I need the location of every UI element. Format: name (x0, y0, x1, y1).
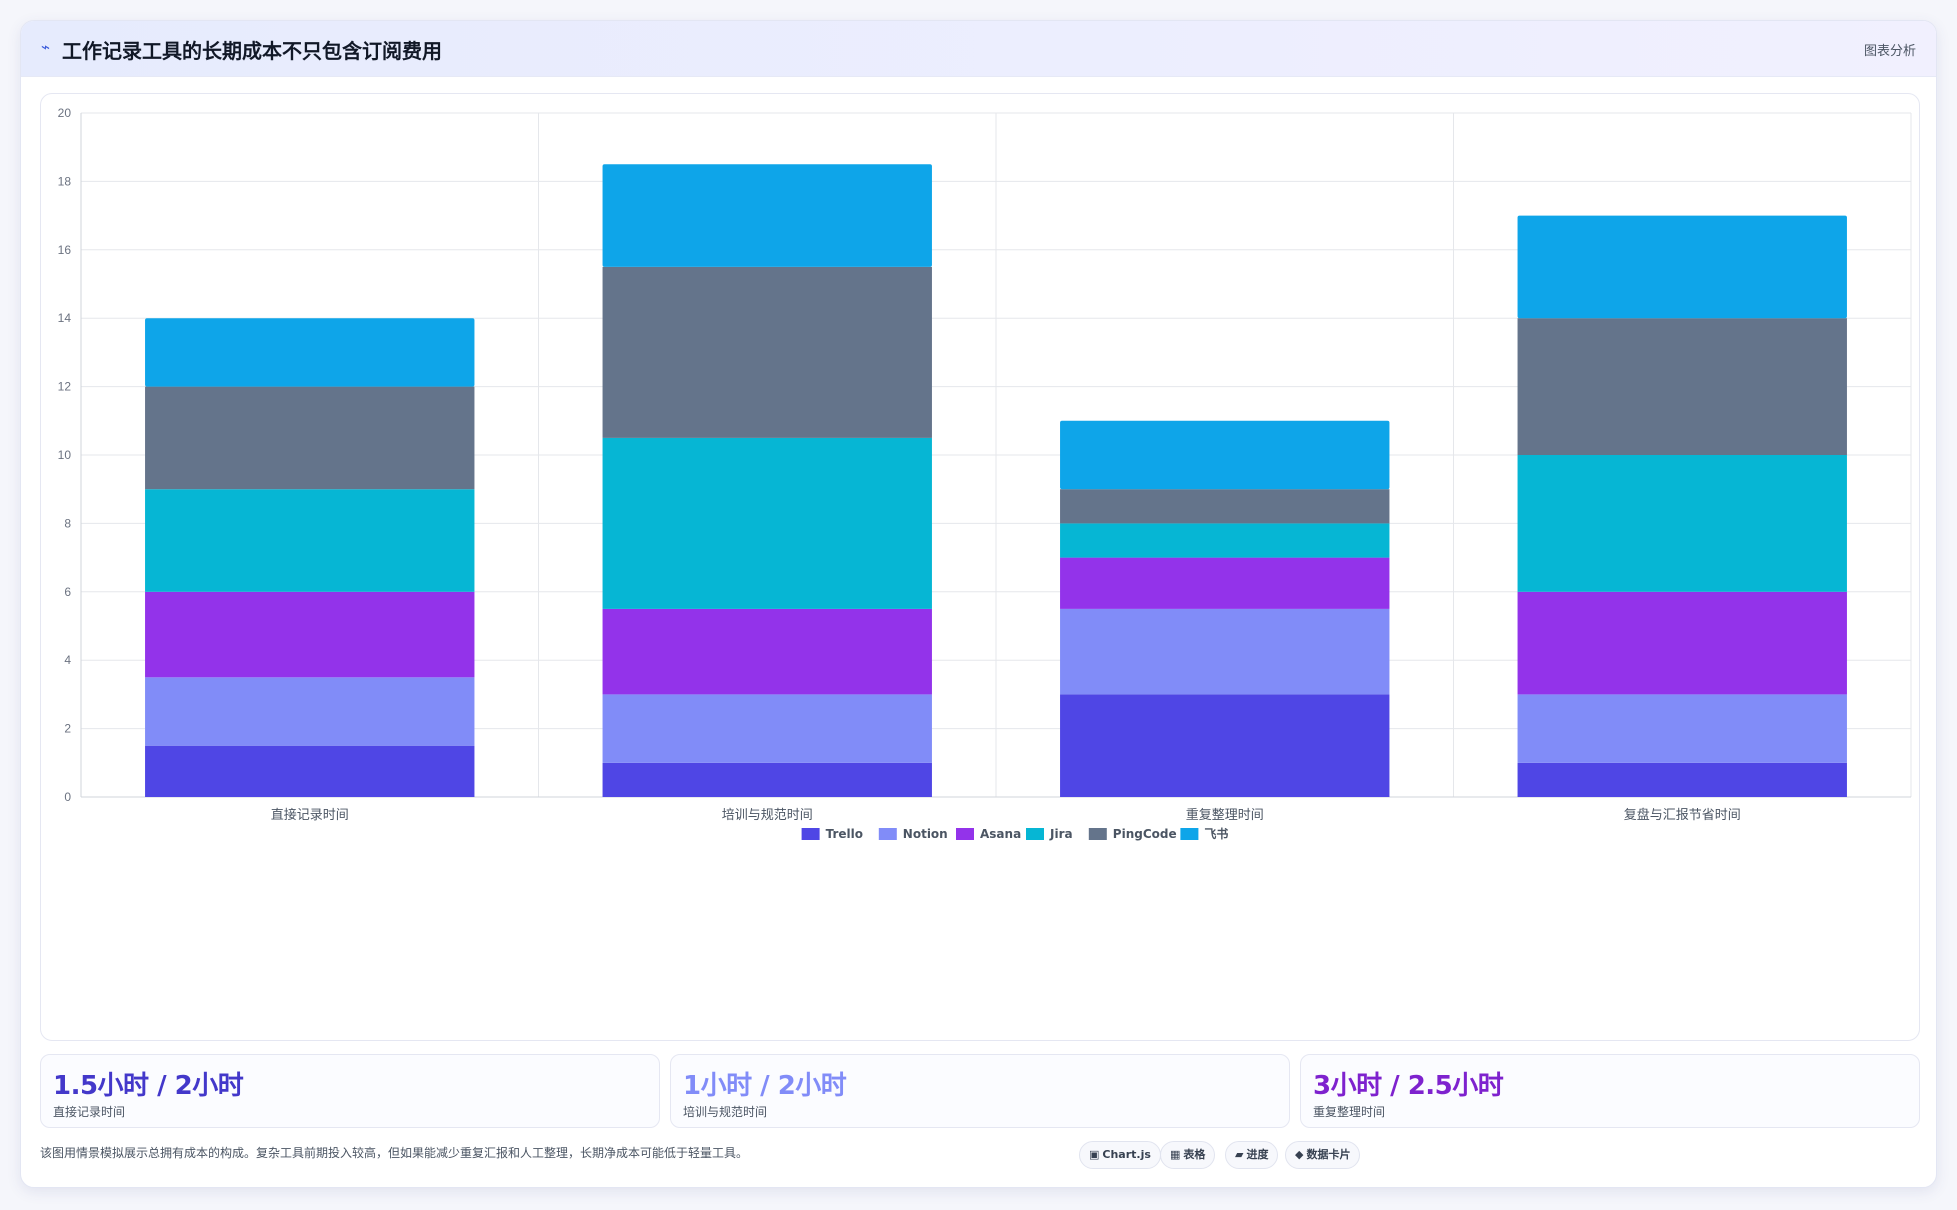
pill-data-card[interactable]: ◆ 数据卡片 (1285, 1141, 1361, 1169)
pill-table[interactable]: ▦ 表格 (1160, 1141, 1216, 1169)
bar-segment (145, 386, 475, 490)
x-tick-label: 复盘与汇报节省时间 (1624, 807, 1741, 823)
bar-segment (1517, 215, 1847, 319)
bar-segment (1060, 523, 1390, 558)
bar-segment (1517, 455, 1847, 592)
stat-card-1: 1.5小时 / 2小时 直接记录时间 (40, 1054, 660, 1128)
pill-label: 进度 (1246, 1148, 1269, 1161)
bar-segment (1517, 318, 1847, 455)
y-tick-label: 16 (58, 243, 72, 257)
bar-segment (1060, 557, 1390, 609)
pill-label: 表格 (1183, 1148, 1206, 1161)
y-tick-label: 10 (58, 448, 72, 462)
stat-label-1: 直接记录时间 (53, 1105, 126, 1119)
bar-segment (602, 608, 932, 695)
pill-progress[interactable]: ▰ 进度 (1225, 1141, 1279, 1169)
stat-label-3: 重复整理时间 (1313, 1105, 1386, 1119)
bar-segment (1517, 591, 1847, 695)
chart-card: ⌁ 工作记录工具的长期成本不只包含订阅费用 图表分析 0 2 4 6 8 10 12 14 16… (20, 20, 1937, 1188)
bar-segment (602, 437, 932, 609)
legend-swatch (956, 828, 974, 840)
pill-chartjs[interactable]: ▣ Chart.js (1079, 1141, 1161, 1169)
pill-label: 数据卡片 (1306, 1148, 1351, 1161)
y-tick-label: 6 (64, 585, 71, 599)
y-tick-label: 0 (64, 790, 71, 804)
x-tick-label: 培训与规范时间 (722, 807, 813, 823)
legend-swatch (1026, 828, 1044, 840)
stat-label-2: 培训与规范时间 (683, 1105, 768, 1119)
chart-panel: 0 2 4 6 8 10 12 14 16 18 20 直接记录时间 培训与规范时间 重复整理时间 复盘与汇… (40, 93, 1920, 1041)
bar-segment (1060, 694, 1390, 797)
legend-label: Notion (903, 827, 948, 841)
page-title: 工作记录工具的长期成本不只包含订阅费用 (62, 39, 442, 63)
x-tick-label: 重复整理时间 (1186, 807, 1264, 823)
stat-card-2: 1小时 / 2小时 培训与规范时间 (670, 1054, 1290, 1128)
legend-label: 飞书 (1204, 826, 1228, 841)
stat-cards: 1.5小时 / 2小时 直接记录时间 1小时 / 2小时 培训与规范时间 3小时… (40, 1054, 1920, 1128)
y-tick-label: 18 (58, 174, 72, 188)
chart-icon: ▣ (1089, 1148, 1100, 1161)
stacked-bar-chart: 0 2 4 6 8 10 12 14 16 18 20 直接记录时间 培训与规范时间 重复整理时间 复盘与汇… (58, 106, 1912, 841)
bar-segment (145, 489, 475, 592)
bar-segment (145, 677, 475, 746)
pill-label: Chart.js (1102, 1148, 1151, 1161)
chart-note: 该图用情景模拟展示总拥有成本的构成。复杂工具前期投入较高，但如果能减少重复汇报和… (40, 1146, 749, 1160)
bar-segment (602, 164, 932, 267)
y-tick-label: 4 (64, 653, 71, 667)
y-tick-label: 8 (64, 516, 71, 530)
bar-segment (1517, 694, 1847, 763)
y-tick-label: 14 (58, 311, 72, 325)
bar-segment (1060, 420, 1390, 490)
chart-logo-icon: ⌁ (41, 38, 51, 56)
y-tick-label: 20 (58, 106, 72, 120)
bar-segment (145, 591, 475, 678)
stat-value-3: 3小时 / 2.5小时 (1313, 1071, 1504, 1101)
progress-icon: ▰ (1235, 1148, 1244, 1161)
chart-analysis-tag[interactable]: 图表分析 (1863, 44, 1916, 59)
stat-card-3: 3小时 / 2.5小时 重复整理时间 (1300, 1054, 1920, 1128)
bar-segment (602, 694, 932, 763)
bar-segment (602, 266, 932, 438)
bar-segment (145, 318, 475, 387)
legend-swatch (878, 828, 897, 840)
legend-swatch (1180, 828, 1199, 840)
legend-label: PingCode (1113, 827, 1177, 841)
bar-segment (1060, 608, 1390, 695)
y-tick-label: 2 (64, 722, 71, 736)
legend-swatch (801, 828, 820, 840)
legend-label: Asana (980, 827, 1021, 841)
table-icon: ▦ (1170, 1148, 1181, 1161)
legend-label: Jira (1049, 827, 1073, 841)
stat-value-1: 1.5小时 / 2小时 (53, 1071, 244, 1101)
bar-segment (145, 745, 475, 797)
stat-value-2: 1小时 / 2小时 (683, 1071, 847, 1101)
legend-swatch (1088, 828, 1107, 840)
diamond-icon: ◆ (1295, 1148, 1304, 1161)
bar-segment (1060, 489, 1390, 524)
y-tick-label: 12 (58, 380, 72, 394)
bar-segment (1517, 762, 1847, 797)
card-header: ⌁ 工作记录工具的长期成本不只包含订阅费用 图表分析 (21, 21, 1936, 77)
legend-label: Trello (826, 827, 863, 841)
x-tick-label: 直接记录时间 (271, 807, 349, 823)
bar-segment (602, 762, 932, 797)
